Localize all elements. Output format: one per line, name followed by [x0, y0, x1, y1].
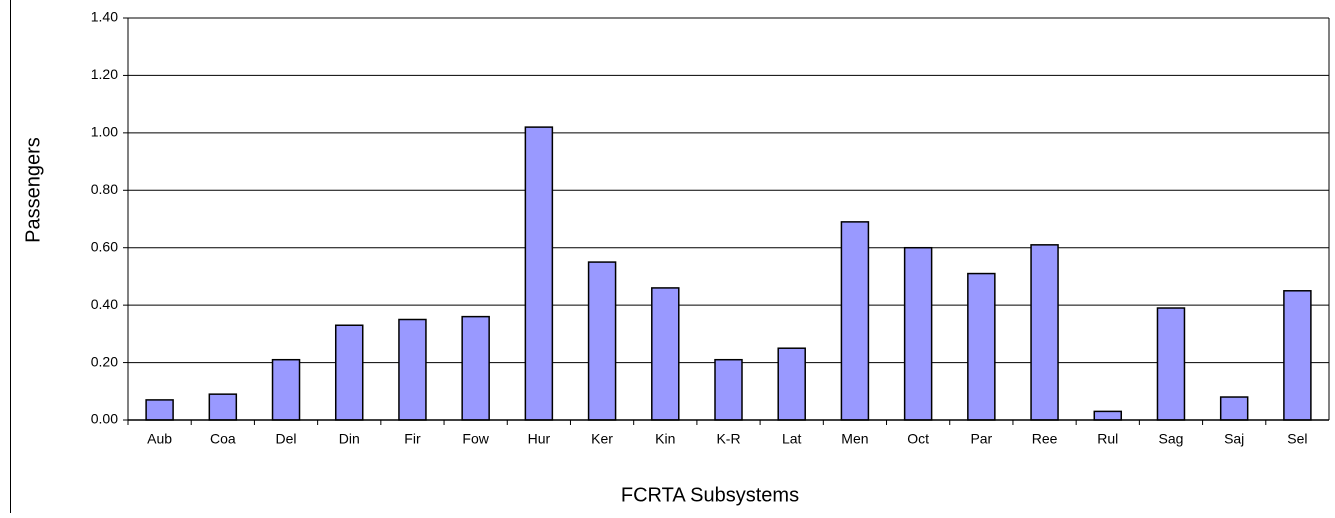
- x-tick-label: Lat: [782, 431, 802, 447]
- y-tick-label: 0.40: [91, 296, 118, 312]
- y-tick-label: 0.60: [91, 238, 118, 254]
- x-tick-label: Saj: [1224, 431, 1244, 447]
- x-tick-label: Fow: [462, 431, 489, 447]
- x-axis-title: FCRTA Subsystems: [621, 484, 799, 506]
- bar: [903, 246, 933, 421]
- bar: [777, 347, 806, 421]
- bar: [334, 324, 364, 421]
- y-tick-label: 0.00: [91, 411, 118, 427]
- x-tick-label: Del: [276, 431, 297, 447]
- bar: [651, 287, 680, 421]
- bar: [587, 261, 617, 421]
- bar: [271, 358, 301, 421]
- bar: [1030, 244, 1059, 421]
- bar: [1156, 307, 1186, 421]
- x-tick-label: Oct: [907, 431, 929, 447]
- bar: [840, 221, 870, 421]
- bar: [714, 358, 743, 421]
- x-tick-label: K-R: [716, 431, 740, 447]
- bar: [145, 399, 174, 421]
- x-tick-label: Ker: [591, 431, 613, 447]
- y-tick-label: 1.40: [91, 9, 118, 25]
- x-tick-label: Kin: [655, 431, 675, 447]
- x-tick-label: Men: [841, 431, 868, 447]
- bar: [208, 393, 238, 421]
- x-tick-label: Aub: [147, 431, 172, 447]
- y-tick-label: 1.00: [91, 124, 118, 140]
- y-tick-label: 0.20: [91, 353, 118, 369]
- x-tick-label: Hur: [528, 431, 551, 447]
- x-tick-label: Ree: [1032, 431, 1058, 447]
- x-tick-label: Sel: [1287, 431, 1307, 447]
- bar: [1283, 290, 1312, 421]
- bar: [1093, 410, 1123, 421]
- bar: [461, 315, 490, 421]
- y-axis-title: Passengers: [22, 137, 44, 243]
- y-tick-label: 0.80: [91, 181, 118, 197]
- x-tick-label: Fir: [404, 431, 421, 447]
- y-tick-label: 1.20: [91, 66, 118, 82]
- x-tick-label: Sag: [1159, 431, 1184, 447]
- bar: [967, 272, 996, 421]
- bar: [524, 126, 554, 421]
- x-tick-label: Rul: [1097, 431, 1118, 447]
- bar: [1219, 396, 1249, 421]
- x-tick-label: Par: [970, 431, 992, 447]
- x-tick-label: Din: [339, 431, 360, 447]
- bar: [398, 318, 427, 421]
- x-tick-label: Coa: [210, 431, 236, 447]
